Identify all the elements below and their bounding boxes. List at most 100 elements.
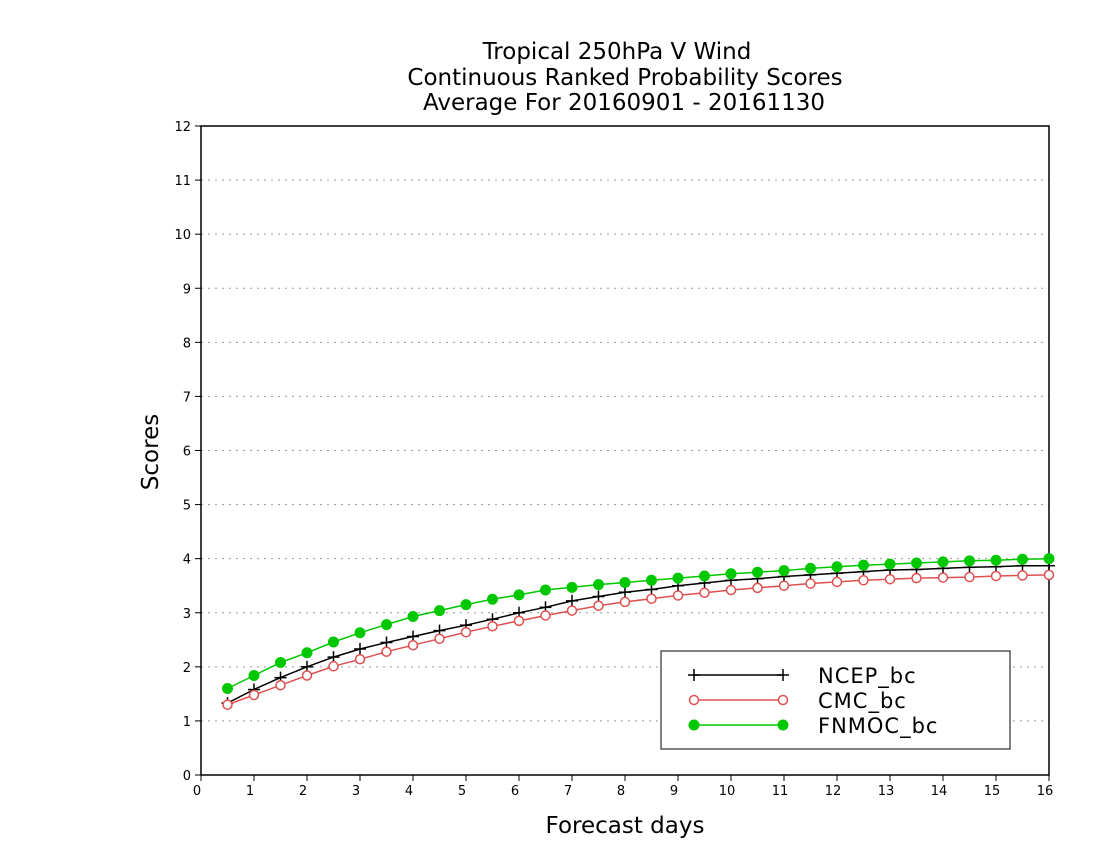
x-axis-label: Forecast days	[546, 813, 705, 839]
x-tick-label: 14	[931, 784, 948, 799]
title-line-2: Continuous Ranked Probability Scores	[407, 65, 842, 91]
data-point	[1017, 553, 1028, 565]
data-point	[328, 636, 339, 648]
y-tick-label: 4	[183, 553, 191, 568]
data-point	[487, 593, 498, 605]
data-point	[354, 627, 366, 639]
x-tick-label: 5	[458, 784, 466, 799]
data-point	[884, 558, 896, 570]
y-tick-label: 8	[183, 336, 191, 351]
legend-label: NCEP_bc	[818, 664, 917, 689]
legend-item-cmc-bc: CMC_bc	[688, 689, 907, 714]
data-point	[778, 565, 790, 577]
data-point	[778, 580, 790, 591]
data-point	[990, 554, 1002, 566]
x-axis: 0 1 2 3 4 5 6 7 8 9 10 11 12 13 14 15 16	[193, 775, 1053, 799]
data-point	[858, 575, 869, 586]
data-point	[990, 570, 1002, 582]
data-point	[540, 584, 551, 596]
series-cmc-bc	[222, 569, 1055, 710]
data-point	[964, 555, 975, 567]
data-point	[407, 611, 419, 623]
data-point	[354, 654, 366, 665]
data-point	[752, 582, 763, 594]
data-point	[964, 571, 975, 583]
data-point	[752, 566, 763, 578]
data-point	[699, 587, 710, 598]
x-tick-label: 4	[405, 784, 413, 799]
data-point	[805, 562, 816, 574]
data-point	[540, 610, 551, 621]
data-point	[566, 581, 578, 593]
x-tick-label: 11	[772, 784, 789, 799]
x-tick-label: 9	[670, 784, 678, 799]
x-tick-label: 10	[719, 784, 736, 799]
legend-label: FNMOC_bc	[818, 714, 938, 739]
y-tick-label: 5	[183, 499, 191, 514]
data-point	[725, 568, 737, 580]
y-tick-label: 10	[174, 228, 191, 243]
legend-marker	[777, 719, 789, 731]
data-point	[275, 679, 286, 691]
data-point	[381, 646, 392, 657]
data-point	[831, 561, 843, 573]
x-tick-label: 2	[299, 784, 307, 799]
x-tick-label: 16	[1037, 784, 1054, 799]
data-point	[858, 559, 869, 571]
chart-title: Tropical 250hPa V Wind Continuous Ranked…	[407, 39, 842, 116]
data-point	[460, 599, 472, 611]
x-tick-label: 15	[984, 784, 1001, 799]
y-tick-label: 6	[183, 445, 191, 460]
data-point	[646, 593, 657, 604]
data-point	[937, 572, 949, 583]
data-point	[434, 605, 445, 617]
data-point	[831, 576, 843, 588]
y-tick-label: 11	[174, 174, 191, 189]
y-tick-label: 0	[183, 769, 191, 784]
data-point	[911, 557, 922, 569]
data-point	[619, 586, 631, 599]
y-tick-label: 7	[183, 390, 191, 405]
legend-label: CMC_bc	[818, 689, 907, 714]
data-point	[513, 615, 525, 627]
data-point	[460, 626, 472, 638]
data-point	[646, 574, 657, 586]
x-tick-label: 0	[193, 784, 201, 799]
data-point	[593, 579, 604, 591]
data-point	[619, 576, 631, 588]
data-point	[275, 657, 286, 669]
x-tick-label: 12	[825, 784, 842, 799]
data-point	[1043, 553, 1055, 565]
y-tick-label: 12	[174, 120, 191, 135]
data-point	[699, 570, 710, 582]
x-tick-label: 7	[564, 784, 572, 799]
legend-item-fnmoc-bc: FNMOC_bc	[688, 714, 938, 739]
y-tick-label: 3	[183, 607, 191, 622]
data-point	[513, 589, 525, 601]
data-point	[884, 573, 896, 585]
legend-marker	[688, 719, 700, 731]
title-line-1: Tropical 250hPa V Wind	[482, 39, 752, 65]
data-point	[328, 661, 339, 672]
data-point	[222, 699, 233, 710]
data-point	[937, 556, 949, 568]
x-tick-label: 8	[617, 784, 625, 799]
data-point	[222, 682, 233, 694]
data-point	[566, 594, 578, 607]
data-point	[487, 621, 498, 632]
data-point	[354, 642, 366, 655]
x-tick-label: 1	[246, 784, 254, 799]
data-point	[566, 605, 578, 616]
data-point	[619, 596, 631, 608]
data-point	[301, 647, 313, 659]
data-point	[381, 619, 392, 631]
y-tick-label: 2	[183, 661, 191, 676]
data-point	[1043, 569, 1055, 581]
data-point	[301, 670, 313, 681]
x-tick-label: 6	[511, 784, 519, 799]
legend-marker	[777, 694, 789, 706]
gridlines	[201, 179, 1049, 722]
x-tick-label: 3	[352, 784, 360, 799]
